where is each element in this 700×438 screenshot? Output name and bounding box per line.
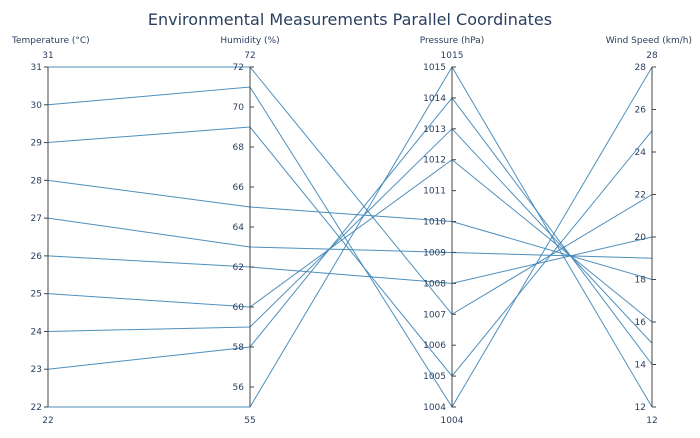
axis-range-min: 22 <box>42 416 53 426</box>
tick-label: 22 <box>31 403 42 413</box>
axis-label: Humidity (%) <box>220 36 279 46</box>
tick-label: 14 <box>635 361 647 371</box>
tick-label: 58 <box>233 343 245 353</box>
tick-label: 24 <box>635 148 647 158</box>
tick-label: 56 <box>233 383 245 393</box>
tick-label: 1007 <box>423 310 446 320</box>
tick-label: 62 <box>233 263 244 273</box>
tick-label: 1010 <box>423 218 446 228</box>
tick-label: 24 <box>31 327 43 337</box>
chart-title: Environmental Measurements Parallel Coor… <box>148 10 552 29</box>
tick-label: 1004 <box>423 403 446 413</box>
tick-label: 72 <box>233 63 244 73</box>
tick-label: 28 <box>31 176 43 186</box>
axis-2: Humidity (%) 72 55 56 58 60 62 64 66 68 70 72 <box>220 36 279 426</box>
record-line-8 <box>47 126 653 377</box>
tick-label: 31 <box>31 63 42 73</box>
tick-label: 29 <box>31 139 43 149</box>
tick-label: 60 <box>233 303 245 313</box>
record-line-1 <box>48 66 653 408</box>
tick-label: 1006 <box>423 341 446 351</box>
axis-range-max: 31 <box>42 51 53 61</box>
tick-label: 66 <box>233 183 245 193</box>
tick-label: 1014 <box>423 94 446 104</box>
tick-label: 64 <box>233 223 245 233</box>
tick-label: 25 <box>31 290 42 300</box>
tick-label: 1008 <box>423 279 446 289</box>
tick-label: 22 <box>635 191 646 201</box>
tick-label: 23 <box>31 365 42 375</box>
records-layer <box>47 66 653 408</box>
tick-label: 16 <box>635 318 647 328</box>
tick-label: 12 <box>635 403 646 413</box>
tick-label: 30 <box>31 101 43 111</box>
tick-label: 1012 <box>423 156 446 166</box>
record-line-4 <box>47 159 653 323</box>
tick-label: 28 <box>635 63 647 73</box>
tick-label: 26 <box>635 106 647 116</box>
axis-range-min: 1004 <box>441 416 464 426</box>
record-line-3 <box>47 128 653 344</box>
tick-label: 1005 <box>423 372 446 382</box>
axis-range-min: 12 <box>646 416 657 426</box>
axis-range-max: 1015 <box>441 51 464 61</box>
tick-label: 70 <box>233 103 245 113</box>
axis-range-min: 55 <box>244 416 255 426</box>
axis-3: Pressure (hPa) 1015 1004 1004 1005 1006 1007 10… <box>420 36 485 426</box>
axis-label: Pressure (hPa) <box>420 36 485 46</box>
axis-label: Temperature (°C) <box>11 36 90 46</box>
tick-label: 20 <box>635 233 647 243</box>
record-line-10 <box>48 66 653 315</box>
record-line-7 <box>47 179 653 280</box>
tick-label: 27 <box>31 214 42 224</box>
axis-range-max: 72 <box>244 51 255 61</box>
tick-label: 68 <box>233 143 245 153</box>
axis-label: Wind Speed (km/h) <box>606 36 692 46</box>
tick-label: 18 <box>635 276 647 286</box>
tick-label: 1013 <box>423 125 446 135</box>
record-line-2 <box>47 97 653 370</box>
axes-layer: Temperature (°C)312222232425262728293031… <box>11 36 692 426</box>
tick-label: 1015 <box>423 63 446 73</box>
record-line-6 <box>47 217 653 259</box>
record-line-9 <box>47 66 653 408</box>
tick-label: 1009 <box>423 248 446 258</box>
tick-label: 26 <box>31 252 43 262</box>
tick-label: 1011 <box>423 187 446 197</box>
axis-range-max: 28 <box>646 51 658 61</box>
record-line-5 <box>47 236 653 284</box>
